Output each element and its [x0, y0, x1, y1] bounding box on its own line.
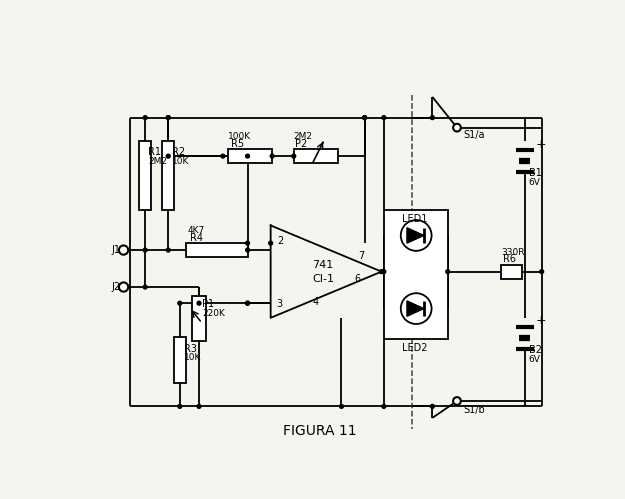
Circle shape	[379, 269, 384, 273]
Circle shape	[166, 116, 170, 120]
Text: R2: R2	[172, 147, 185, 157]
Bar	[384, 210, 448, 339]
Circle shape	[119, 282, 128, 291]
Bar	[162, 141, 174, 210]
Circle shape	[382, 405, 386, 408]
Circle shape	[143, 285, 147, 289]
Text: P1: P1	[202, 299, 214, 309]
Polygon shape	[407, 228, 424, 243]
Text: J1: J1	[111, 245, 121, 255]
Bar	[192, 296, 206, 341]
Text: R4: R4	[190, 233, 202, 243]
Text: +: +	[536, 138, 546, 151]
Bar	[228, 149, 272, 163]
Text: 100K: 100K	[228, 132, 251, 141]
Circle shape	[246, 241, 249, 245]
Circle shape	[540, 269, 544, 273]
Circle shape	[166, 248, 170, 252]
Circle shape	[178, 405, 182, 408]
Circle shape	[178, 301, 182, 305]
Circle shape	[453, 397, 461, 405]
Text: R3: R3	[184, 344, 197, 354]
Text: R1: R1	[148, 147, 161, 157]
Text: FIGURA 11: FIGURA 11	[283, 424, 357, 438]
Bar	[501, 264, 522, 278]
Circle shape	[362, 116, 366, 120]
Circle shape	[269, 241, 272, 245]
Text: 6V: 6V	[529, 178, 541, 187]
Text: 7: 7	[358, 251, 364, 261]
Text: J2: J2	[111, 282, 121, 292]
Circle shape	[166, 116, 170, 120]
Text: B2: B2	[529, 345, 542, 355]
Text: S1/b: S1/b	[463, 405, 485, 415]
Bar	[186, 243, 248, 257]
Circle shape	[246, 301, 249, 305]
Circle shape	[143, 248, 147, 252]
Circle shape	[270, 154, 274, 158]
Circle shape	[197, 301, 201, 305]
Circle shape	[143, 116, 147, 120]
Circle shape	[362, 116, 366, 120]
Text: B1: B1	[529, 168, 541, 178]
Bar	[174, 337, 186, 383]
Bar	[139, 141, 151, 210]
Text: R5: R5	[231, 139, 244, 149]
Circle shape	[453, 124, 461, 132]
Text: 6: 6	[354, 274, 361, 284]
Circle shape	[246, 248, 249, 252]
Text: P2: P2	[295, 139, 308, 149]
Text: 330R: 330R	[501, 248, 524, 257]
Text: LED2: LED2	[402, 343, 428, 353]
Circle shape	[339, 405, 343, 408]
Text: LED1: LED1	[402, 214, 428, 224]
Circle shape	[401, 220, 432, 251]
Bar	[294, 149, 338, 163]
Text: 6V: 6V	[529, 355, 541, 364]
Text: 741: 741	[312, 260, 334, 270]
Text: 2M2: 2M2	[148, 157, 168, 166]
Circle shape	[197, 405, 201, 408]
Circle shape	[431, 116, 434, 120]
Text: 4: 4	[313, 297, 319, 307]
Text: S1/a: S1/a	[463, 130, 484, 140]
Text: 10K: 10K	[172, 157, 189, 166]
Circle shape	[119, 246, 128, 254]
Circle shape	[166, 154, 170, 158]
Text: CI-1: CI-1	[312, 274, 334, 284]
Circle shape	[246, 154, 249, 158]
Text: 10K: 10K	[184, 353, 201, 362]
Circle shape	[382, 269, 386, 273]
Text: 220K: 220K	[202, 309, 225, 318]
Text: R6: R6	[503, 254, 516, 264]
Circle shape	[221, 154, 225, 158]
Circle shape	[401, 293, 432, 324]
Circle shape	[446, 269, 449, 273]
Text: 3: 3	[277, 299, 283, 309]
Text: +: +	[536, 314, 546, 327]
Circle shape	[382, 116, 386, 120]
Text: 2: 2	[277, 236, 283, 246]
Polygon shape	[407, 301, 424, 316]
Circle shape	[292, 154, 296, 158]
Text: 4K7: 4K7	[188, 227, 205, 236]
Text: 2M2: 2M2	[294, 132, 312, 141]
Circle shape	[431, 405, 434, 408]
Circle shape	[246, 301, 249, 305]
